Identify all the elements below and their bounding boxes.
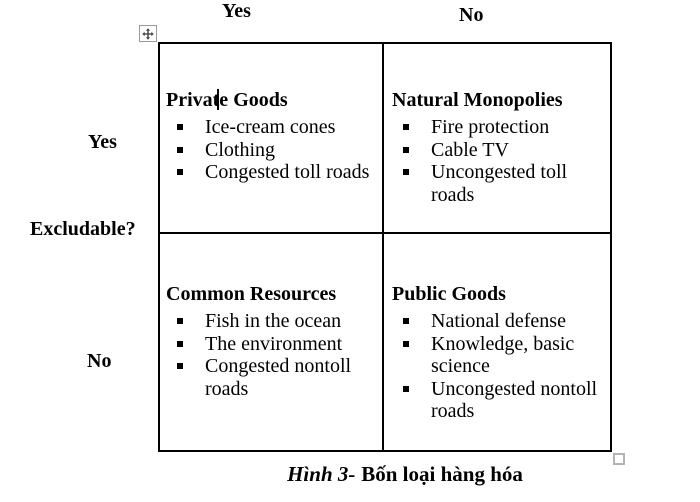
list-item: Congested nontoll roads: [166, 355, 378, 400]
table-move-handle[interactable]: [139, 25, 157, 42]
cell-item-list: Ice-cream cones Clothing Congested toll ro…: [166, 116, 378, 184]
row-header-yes: Yes: [88, 131, 117, 153]
move-cross-icon: [142, 27, 154, 40]
cell-common-resources[interactable]: Common Resources Fish in the ocean The en…: [160, 234, 384, 450]
list-item: Fish in the ocean: [166, 310, 378, 333]
cell-item-list: Fire protection Cable TV Uncongested toll …: [392, 116, 606, 206]
list-item: Uncongested toll roads: [392, 161, 606, 206]
row-axis-excludable-label: Excludable?: [30, 218, 136, 240]
list-item: The environment: [166, 333, 378, 356]
row-header-no: No: [87, 350, 112, 372]
cell-item-list: National defense Knowledge, basic science…: [392, 310, 606, 423]
list-item: National defense: [392, 310, 606, 333]
figure-caption: Hình 3- Bốn loại hàng hóa: [178, 461, 632, 488]
list-item: Clothing: [166, 139, 378, 162]
list-item: Knowledge, basic science: [392, 333, 606, 378]
text-caret: [217, 89, 219, 110]
column-header-yes: Yes: [222, 0, 251, 22]
cell-natural-monopolies[interactable]: Natural Monopolies Fire protection Cable …: [384, 44, 610, 234]
cell-item-list: Fish in the ocean The environment Congeste…: [166, 310, 378, 400]
list-item: Fire protection: [392, 116, 606, 139]
cell-public-goods[interactable]: Public Goods National defense Knowledge, …: [384, 234, 610, 450]
figure-number-label: Hình 3-: [287, 462, 356, 486]
list-item: Ice-cream cones: [166, 116, 378, 139]
column-header-no: No: [459, 4, 484, 26]
list-item: Congested toll roads: [166, 161, 378, 184]
goods-matrix-table: Private Goods Ice-cream cones Clothing Con…: [158, 42, 612, 452]
list-item: Uncongested nontoll roads: [392, 378, 606, 423]
cell-title: Public Goods: [392, 283, 506, 305]
figure-title: Bốn loại hàng hóa: [361, 462, 523, 486]
list-item: Cable TV: [392, 139, 606, 162]
cell-title: Private Goods: [166, 89, 288, 111]
cell-title: Natural Monopolies: [392, 89, 563, 111]
cell-title: Common Resources: [166, 283, 337, 305]
table-resize-handle[interactable]: [613, 453, 625, 465]
cell-private-goods[interactable]: Private Goods Ice-cream cones Clothing Con…: [160, 44, 384, 234]
